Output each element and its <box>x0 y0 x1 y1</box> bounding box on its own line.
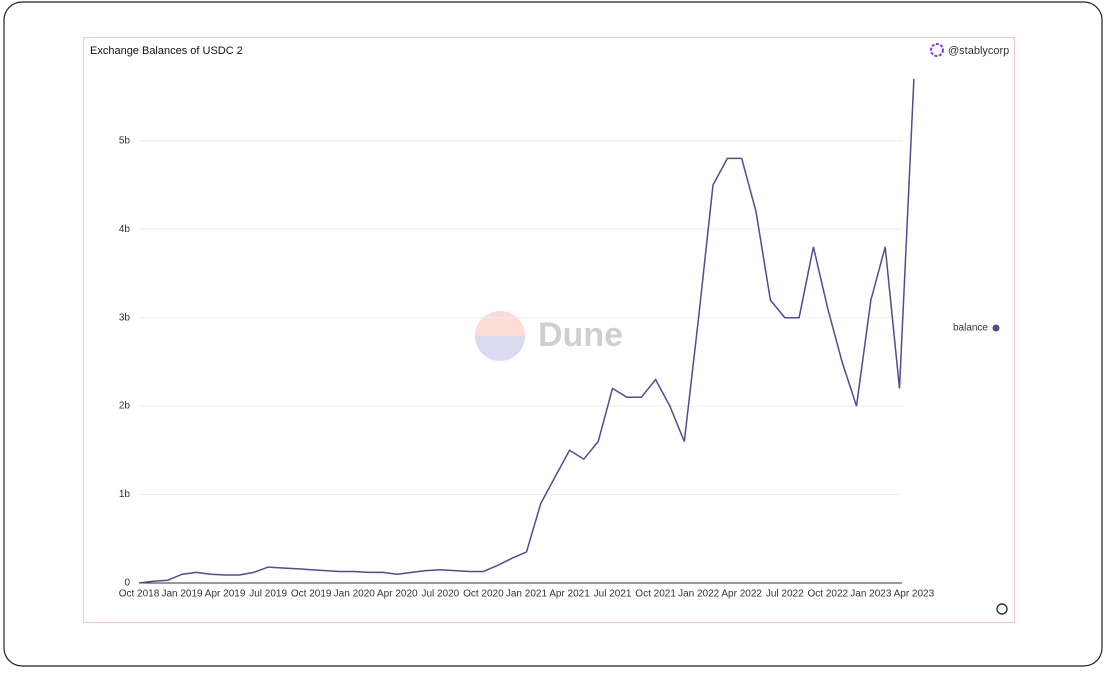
watermark: Dune <box>475 311 623 361</box>
x-tick-label: Oct 2020 <box>463 589 504 600</box>
author-icon <box>930 43 944 57</box>
y-tick-label: 2b <box>119 401 131 412</box>
y-tick-label: 5b <box>119 135 131 146</box>
refresh-button[interactable] <box>996 603 1008 615</box>
legend-label: balance <box>953 323 988 334</box>
y-tick-label: 1b <box>119 489 131 500</box>
chart-card <box>83 37 1015 623</box>
y-tick-label: 3b <box>119 312 131 323</box>
x-tick-label: Jan 2023 <box>850 589 892 600</box>
refresh-icon[interactable] <box>996 603 1008 615</box>
watermark-logo-bottom <box>475 336 525 361</box>
x-tick-label: Jul 2019 <box>249 589 287 600</box>
watermark-text: Dune <box>538 316 623 354</box>
y-tick-label: 0 <box>124 578 130 589</box>
x-tick-label: Jan 2020 <box>334 589 376 600</box>
author-badge[interactable]: @stablycorp <box>930 43 1009 57</box>
x-tick-label: Oct 2021 <box>635 589 676 600</box>
x-tick-label: Apr 2021 <box>549 589 590 600</box>
x-tick-label: Jan 2019 <box>161 589 203 600</box>
x-tick-label: Oct 2022 <box>808 589 849 600</box>
y-tick-label: 4b <box>119 224 131 235</box>
x-tick-label: Apr 2022 <box>721 589 762 600</box>
x-tick-label: Apr 2020 <box>377 589 418 600</box>
chart-title: Exchange Balances of USDC 2 <box>90 45 243 57</box>
x-tick-label: Jul 2020 <box>421 589 459 600</box>
author[interactable]: @stablycorp <box>948 45 1009 57</box>
x-tick-label: Jan 2021 <box>506 589 548 600</box>
x-tick-label: Jan 2022 <box>678 589 720 600</box>
x-tick-label: Apr 2019 <box>205 589 246 600</box>
legend-swatch <box>992 324 1000 332</box>
x-tick-label: Jul 2021 <box>594 589 632 600</box>
x-tick-label: Jul 2022 <box>766 589 804 600</box>
x-tick-label: Oct 2019 <box>291 589 332 600</box>
x-tick-label: Apr 2023 <box>894 589 935 600</box>
line-series <box>138 78 915 584</box>
x-tick-label: Oct 2018 <box>119 589 160 600</box>
